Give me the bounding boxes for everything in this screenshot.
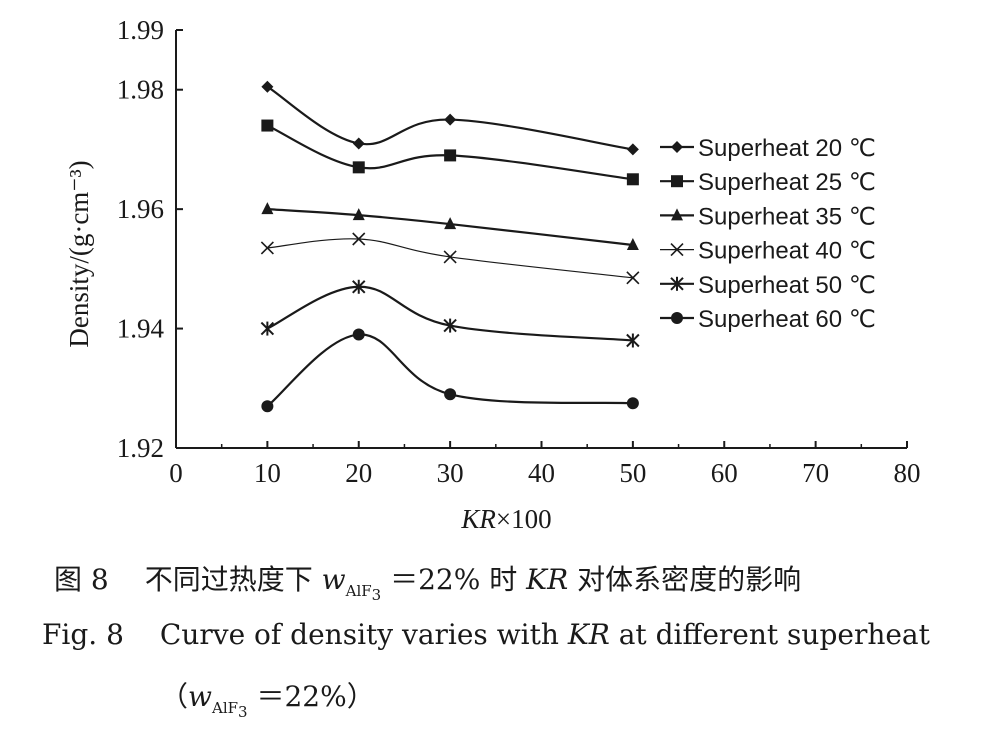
x-axis-title: KR×100 xyxy=(460,504,551,534)
caption-en2-close: ） xyxy=(346,680,375,713)
data-point-s6-3 xyxy=(444,388,457,401)
data-point-s2-4 xyxy=(626,173,639,186)
caption-en2-sub3: 3 xyxy=(238,702,248,721)
x-tick-label-0: 0 xyxy=(169,458,183,488)
caption-cn-sub3: 3 xyxy=(371,585,382,604)
caption-en-text-b: at different superheat xyxy=(618,618,930,651)
x-tick-label-30: 30 xyxy=(437,458,464,488)
caption-english: Fig. 8 Curve of density varies with KR at… xyxy=(42,618,1004,651)
data-point-s3-4 xyxy=(626,237,639,250)
y-tick-label-1.94: 1.94 xyxy=(117,314,165,344)
data-point-s3-2 xyxy=(352,208,365,221)
y-tick-label-1.96: 1.96 xyxy=(117,194,164,224)
caption-cn-w: w xyxy=(321,563,346,596)
legend-marker-5 xyxy=(670,276,684,291)
data-point-s4-2 xyxy=(352,232,366,246)
data-point-s2-1 xyxy=(261,119,274,132)
data-point-s3-3 xyxy=(444,217,457,230)
data-point-s1-4 xyxy=(626,143,639,156)
series-line-5 xyxy=(266,285,633,342)
x-tick-label-40: 40 xyxy=(528,458,555,488)
data-point-s2-2 xyxy=(352,161,365,174)
legend-label-4: Superheat 40 ℃ xyxy=(698,238,876,265)
caption-english-line2: （wAlF3 ＝22%） xyxy=(160,675,1004,721)
data-point-s5-3 xyxy=(443,318,457,333)
data-point-s1-3 xyxy=(444,113,457,126)
caption-cn-sub: AlF xyxy=(345,581,372,600)
legend-marker-3 xyxy=(671,208,683,221)
x-tick-label-70: 70 xyxy=(802,458,829,488)
caption-en2-eq: ＝22% xyxy=(256,680,347,713)
data-point-s5-4 xyxy=(626,333,640,348)
caption-en-figure-number: Fig. 8 xyxy=(42,618,124,651)
data-point-s3-1 xyxy=(261,202,274,215)
legend-label-6: Superheat 60 ℃ xyxy=(698,306,876,333)
x-tick-label-60: 60 xyxy=(711,458,738,488)
data-point-s6-4 xyxy=(626,397,639,410)
legend-marker-1 xyxy=(671,141,683,153)
caption-cn-text-c: 对体系密度的影响 xyxy=(577,563,802,596)
legend-label-1: Superheat 20 ℃ xyxy=(698,135,876,162)
series-line-3 xyxy=(267,208,633,247)
caption-en2-sub: AlF xyxy=(211,698,239,717)
y-tick-label-1.98: 1.98 xyxy=(117,75,164,105)
data-point-s5-2 xyxy=(352,279,366,294)
series-line-1 xyxy=(266,85,634,151)
data-point-s4-3 xyxy=(443,250,457,264)
data-point-s6-2 xyxy=(352,328,365,341)
density-chart: 0 10 20 30 40 50 60 70 80 1.92 1.94 1.96 1.98 1.99 KR×… xyxy=(64,15,921,534)
legend-marker-4 xyxy=(670,243,684,257)
legend-label-2: Superheat 25 ℃ xyxy=(698,169,876,196)
series-line-2 xyxy=(266,124,634,181)
caption-cn-text-b: ＝22% 时 xyxy=(390,563,518,596)
y-axis-title: Density/(g·cm⁻³) xyxy=(64,160,94,347)
caption-cn-figure-number: 图 8 xyxy=(54,563,109,596)
caption-chinese: 图 8 不同过热度下 wAlF3 ＝22% 时 KR 对体系密度的影响 xyxy=(54,558,1004,604)
series-line-4 xyxy=(267,238,633,279)
legend-marker-2 xyxy=(671,175,683,188)
x-tick-label-20: 20 xyxy=(345,458,372,488)
legend-label-5: Superheat 50 ℃ xyxy=(698,272,876,299)
x-tick-label-50: 50 xyxy=(619,458,646,488)
data-point-s5-1 xyxy=(260,321,275,336)
caption-en2-open: （ xyxy=(160,680,189,713)
data-point-s4-4 xyxy=(626,271,640,285)
data-point-s1-2 xyxy=(352,137,365,150)
data-point-s4-1 xyxy=(260,241,274,255)
data-point-s6-1 xyxy=(261,400,274,413)
series-line-6 xyxy=(266,333,633,408)
caption-en-text-a: Curve of density varies with xyxy=(159,618,559,651)
y-tick-label-1.92: 1.92 xyxy=(117,433,164,463)
legend-marker-6 xyxy=(671,312,683,324)
caption-en-kr: KR xyxy=(567,618,610,651)
y-tick-label-1.99: 1.99 xyxy=(117,15,164,45)
x-tick-label-80: 80 xyxy=(894,458,921,488)
caption-cn-kr: KR xyxy=(526,563,569,596)
data-point-s2-3 xyxy=(444,149,457,162)
x-tick-label-10: 10 xyxy=(254,458,281,488)
caption-en2-w: w xyxy=(188,680,212,713)
data-point-s1-1 xyxy=(261,80,274,93)
legend-label-3: Superheat 35 ℃ xyxy=(698,203,876,230)
caption-cn-text-a: 不同过热度下 xyxy=(144,563,313,596)
